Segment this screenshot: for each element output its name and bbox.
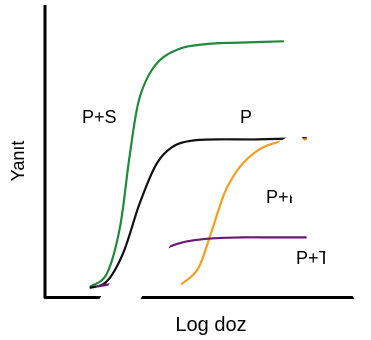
watermark-stripe-left xyxy=(72,226,172,340)
series-label-p: P xyxy=(240,107,252,127)
watermark xyxy=(72,80,371,340)
y-axis-label: Yanıt xyxy=(8,141,28,182)
series-label-ps: P+S xyxy=(82,107,117,127)
watermark-stripe-right xyxy=(342,80,371,172)
series-line-p-s xyxy=(91,41,283,286)
x-axis-label: Log doz xyxy=(175,314,246,336)
series-label-pt: P+T xyxy=(296,248,330,268)
